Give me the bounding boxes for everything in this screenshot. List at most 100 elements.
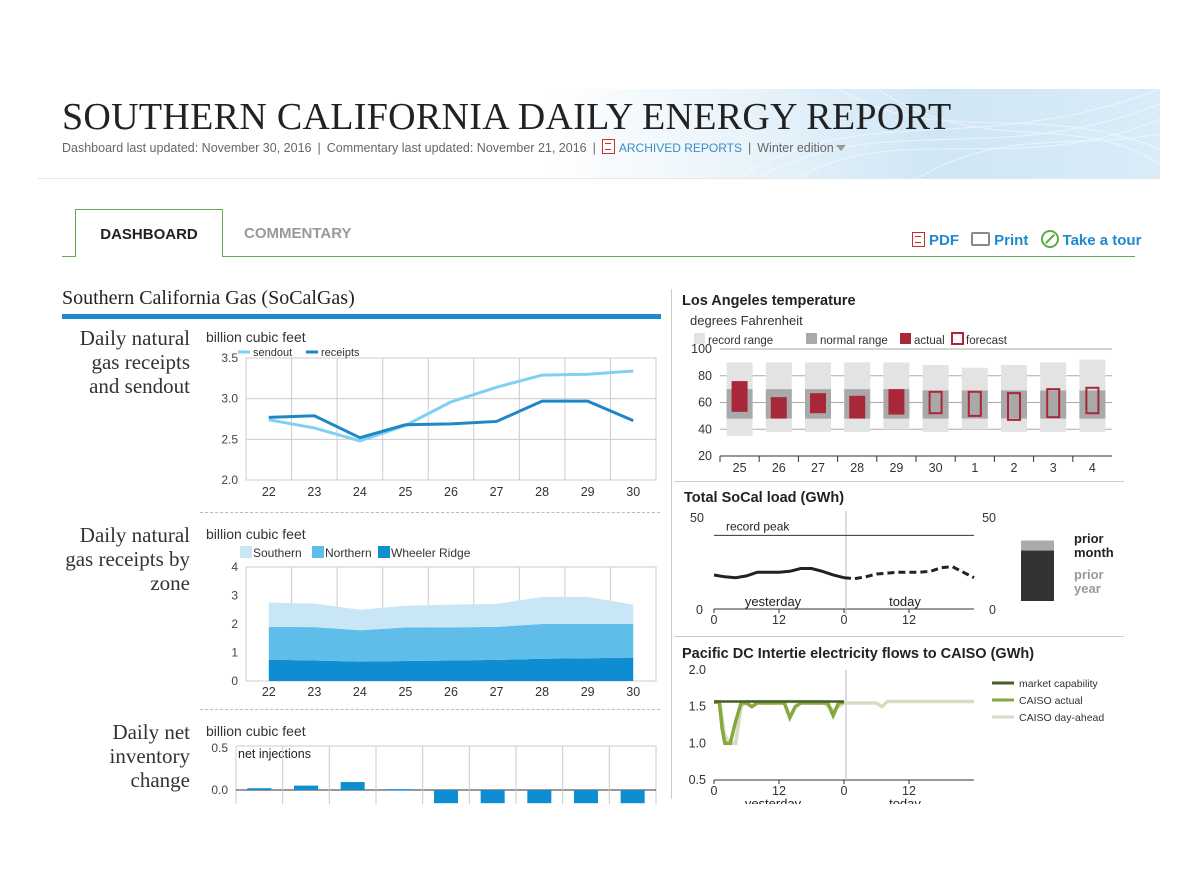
legend-label-sendout: sendout: [253, 347, 292, 359]
tab-underline: [62, 256, 1135, 257]
bar: [340, 782, 365, 790]
actual-bar: [731, 381, 748, 412]
area-southern: [268, 596, 634, 631]
legend-label: CAISO actual: [1019, 695, 1083, 707]
side-y-tick-label: 0: [989, 603, 996, 617]
x-tick-label: 30: [929, 461, 943, 475]
update-info: Dashboard last updated: November 30, 201…: [62, 139, 846, 155]
pdf-label: PDF: [929, 232, 959, 249]
column-divider: [671, 289, 672, 799]
x-tick-label: 3: [1050, 461, 1057, 475]
y-tick-label: 100: [691, 342, 712, 356]
chevron-down-icon: [835, 145, 846, 151]
tab-commentary[interactable]: COMMENTARY: [244, 225, 352, 242]
side-label-word: prior: [1074, 531, 1104, 546]
plot-frame: [245, 357, 657, 481]
row-label-net-inventory: Daily net inventory change: [109, 720, 190, 792]
archived-reports-link[interactable]: ARCHIVED REPORTS: [618, 141, 742, 155]
forecast-bar: [1046, 388, 1061, 419]
pdf-button[interactable]: PDF: [912, 232, 959, 249]
legend-label: record range: [708, 335, 773, 347]
y-tick-label: 2.0: [689, 663, 706, 677]
y-tick-label: 3.5: [221, 351, 238, 365]
commentary-updated: Commentary last updated: November 21, 20…: [326, 141, 587, 155]
bar: [294, 785, 318, 790]
normal-range-bar: [922, 390, 949, 419]
bar: [434, 790, 458, 804]
legend-swatch-southern: [240, 546, 252, 558]
tour-button[interactable]: Take a tour: [1040, 230, 1142, 249]
x-tick-label: 23: [307, 685, 321, 699]
side-label-word: month: [1074, 545, 1114, 560]
side-label-word: prior: [1074, 567, 1104, 582]
x-tick-label: 26: [444, 685, 458, 699]
x-tick-label: 22: [262, 485, 276, 499]
annotation: net injections: [238, 747, 311, 761]
x-tick-label: 0: [711, 613, 718, 627]
series-line-receipts: [268, 399, 634, 440]
banner-decoration: [737, 89, 1160, 178]
y-tick-label: 0: [231, 674, 238, 688]
normal-range-bar: [1040, 390, 1067, 419]
side-label-word: year: [1074, 581, 1101, 596]
compass-icon: [1040, 230, 1059, 248]
y-axis-label: degrees Fahrenheit: [690, 313, 803, 328]
x-tick-label: 12: [772, 613, 786, 627]
x-tick-label: 25: [398, 685, 412, 699]
divider: [200, 709, 660, 711]
y-tick-label: 0.0: [211, 783, 228, 797]
legend-label: market capability: [1019, 678, 1099, 690]
divider: [674, 481, 1124, 482]
x-tick-label: 30: [626, 485, 640, 499]
tab-dashboard[interactable]: DASHBOARD: [75, 209, 223, 257]
x-tick-label: 2: [1011, 461, 1018, 475]
x-tick-label: 12: [902, 784, 916, 798]
edition-select[interactable]: Winter edition: [757, 141, 846, 155]
period-label: today: [889, 594, 921, 609]
y-tick-label: 0.5: [211, 741, 228, 755]
x-tick-label: 24: [353, 485, 367, 499]
x-tick-label: 29: [581, 685, 595, 699]
x-tick-label: 28: [850, 461, 864, 475]
y-axis-label: billion cubic feet: [206, 526, 306, 542]
legend-label: forecast: [966, 335, 1008, 347]
legend-swatch: [900, 333, 911, 344]
bar: [527, 790, 552, 804]
bar: [247, 788, 272, 790]
legend-swatch: [951, 332, 964, 345]
forecast-bar: [928, 390, 943, 415]
x-tick-label: 27: [811, 461, 825, 475]
x-tick-label: 12: [772, 784, 786, 798]
page-title: SOUTHERN CALIFORNIA DAILY ENERGY REPORT: [62, 96, 952, 138]
x-tick-label: 22: [262, 685, 276, 699]
legend-label: actual: [914, 335, 945, 347]
y-tick-label: 1.0: [689, 736, 706, 750]
x-tick-label: 25: [733, 461, 747, 475]
x-tick-label: 29: [581, 485, 595, 499]
actual-bar: [810, 393, 826, 414]
x-tick-label: 28: [535, 685, 549, 699]
divider: [674, 636, 1124, 637]
legend-label: normal range: [820, 335, 888, 347]
legend-swatch-wheeler-ridge: [378, 546, 390, 558]
x-tick-label: 23: [307, 485, 321, 499]
chart-title: Total SoCal load (GWh): [684, 490, 844, 506]
normal-range-bar: [961, 390, 988, 419]
tour-label: Take a tour: [1062, 232, 1142, 249]
bar: [480, 790, 505, 804]
period-label: yesterday: [745, 796, 802, 804]
actual-bar: [849, 395, 866, 419]
y-tick-label: 0: [696, 603, 703, 617]
print-button[interactable]: Print: [971, 232, 1028, 249]
x-tick-label: 24: [353, 685, 367, 699]
forecast-bar: [1007, 392, 1021, 421]
x-tick-label: 27: [490, 485, 504, 499]
edition-label: Winter edition: [757, 141, 834, 155]
section-title-bar: [62, 314, 661, 319]
record-peak-label: record peak: [726, 519, 790, 533]
y-tick-label: 80: [698, 369, 712, 383]
chart-socal-load: Total SoCal load (GWh) 50 0 record peak 0 12 0…: [684, 490, 1114, 627]
x-tick-label: 12: [902, 613, 916, 627]
x-tick-label: 1: [971, 461, 978, 475]
x-tick-label: 28: [535, 485, 549, 499]
